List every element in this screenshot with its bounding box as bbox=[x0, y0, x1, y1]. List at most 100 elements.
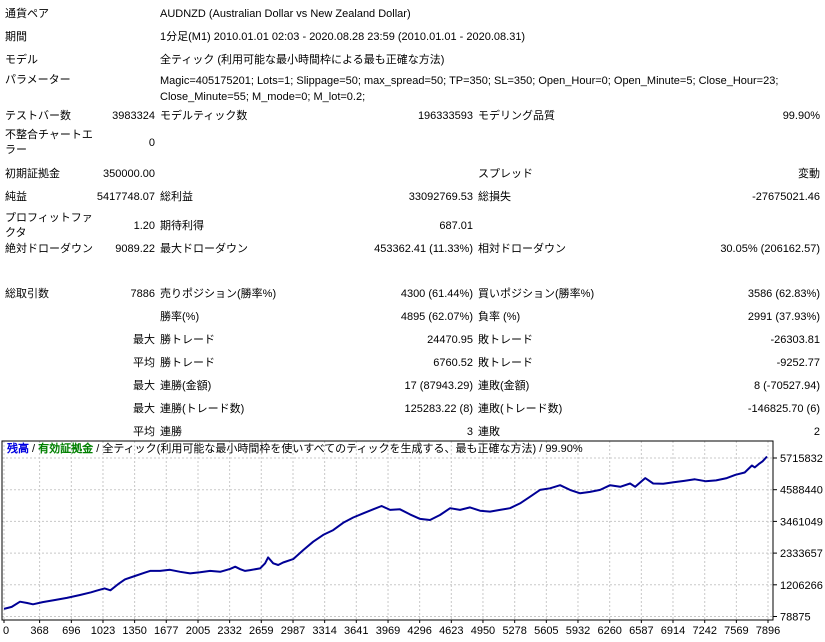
report-row: 不整合チャートエラー 0 bbox=[0, 126, 825, 160]
x-axis-tick-label: 7569 bbox=[724, 625, 748, 637]
report-row: 初期証拠金 350000.00 スプレッド 変動 bbox=[0, 166, 825, 182]
stat-value: 最大 bbox=[133, 379, 155, 392]
stat-value: 8 (-70527.94) bbox=[753, 379, 820, 392]
stat-label: 期間 bbox=[5, 30, 27, 43]
stat-value: AUDNZD (Australian Dollar vs New Zealand… bbox=[160, 8, 411, 20]
x-axis-tick-label: 2005 bbox=[186, 625, 210, 637]
stat-value: 平均 bbox=[133, 425, 155, 438]
stat-value: 2991 (37.93%) bbox=[747, 310, 820, 323]
stat-label: 不整合チャートエラー bbox=[5, 129, 93, 156]
y-axis-tick-label: 3461049 bbox=[780, 516, 823, 528]
stat-label: モデル bbox=[5, 53, 38, 66]
y-axis-tick-label: 78875 bbox=[780, 612, 811, 624]
stat-value: 7886 bbox=[130, 287, 155, 300]
stat-value: 30.05% (206162.57) bbox=[720, 242, 820, 255]
stat-label: 通貨ペア bbox=[5, 7, 49, 20]
stat-label: モデルティック数 bbox=[160, 109, 248, 122]
stat-value: 33092769.53 bbox=[408, 190, 473, 203]
stat-value: 3 bbox=[466, 425, 473, 438]
stat-label: 期待利得 bbox=[160, 219, 204, 232]
stat-value: 17 (87943.29) bbox=[404, 379, 474, 392]
stat-value: 6760.52 bbox=[433, 356, 473, 369]
stat-label: スプレッド bbox=[478, 167, 533, 180]
balance-chart: 0 368 696 1023 1350 1677 2005 2332 2659 2987 3314 3… bbox=[0, 438, 825, 642]
stat-value: 196333593 bbox=[417, 109, 473, 122]
x-axis-tick-label: 6914 bbox=[661, 625, 685, 637]
stat-value: -146825.70 (6) bbox=[747, 402, 820, 415]
report-row: プロフィットファクタ 1.20 期待利得 687.01 bbox=[0, 209, 825, 243]
x-axis-tick-label: 2659 bbox=[249, 625, 273, 637]
stat-value: -27675021.46 bbox=[752, 190, 820, 203]
stat-value: 453362.41 (11.33%) bbox=[374, 242, 473, 255]
stat-label: 初期証拠金 bbox=[5, 167, 60, 180]
stat-label: 絶対ドローダウン bbox=[5, 242, 93, 255]
x-axis-tick-label: 1677 bbox=[154, 625, 178, 637]
x-axis-tick-label: 3314 bbox=[312, 625, 336, 637]
x-axis-tick-label: 5278 bbox=[502, 625, 526, 637]
stat-label: 敗トレード bbox=[478, 356, 533, 369]
report-row: 最大 連勝(トレード数) 125283.22 (8) 連敗(トレード数) -1468… bbox=[0, 401, 825, 417]
chart-legend: 残高 / 有効証拠金 / 全ティック(利用可能な最小時間枠を使いすべてのティック… bbox=[7, 441, 583, 455]
report-row: 純益 5417748.07 総利益 33092769.53 総損失 -27675021… bbox=[0, 189, 825, 205]
stat-label: 負率 (%) bbox=[478, 310, 521, 323]
report-row: パラメーター Magic=405175201; Lots=1; Slippage… bbox=[0, 73, 825, 107]
stat-label: 売りポジション(勝率%) bbox=[160, 287, 277, 300]
stat-label: 勝率(%) bbox=[160, 310, 200, 323]
stat-value: 最大 bbox=[133, 402, 155, 415]
x-axis-tick-label: 4950 bbox=[471, 625, 495, 637]
x-axis-tick-label: 6260 bbox=[597, 625, 621, 637]
x-axis-tick-label: 2987 bbox=[281, 625, 305, 637]
x-axis-tick-label: 3641 bbox=[344, 625, 368, 637]
stat-label: モデリング品質 bbox=[478, 109, 555, 122]
x-axis-tick-label: 0 bbox=[3, 625, 9, 637]
stat-value: 2 bbox=[813, 425, 820, 438]
stat-value: 125283.22 (8) bbox=[404, 402, 474, 415]
stat-value: 4895 (62.07%) bbox=[400, 310, 473, 323]
stat-label: 連勝(金額) bbox=[160, 379, 212, 392]
stat-label: 相対ドローダウン bbox=[478, 242, 566, 255]
x-axis-tick-label: 5932 bbox=[566, 625, 590, 637]
x-axis-tick-label: 2332 bbox=[217, 625, 241, 637]
x-axis-tick-label: 4296 bbox=[407, 625, 431, 637]
stat-label: 買いポジション(勝率%) bbox=[478, 287, 595, 300]
stat-value: 24470.95 bbox=[427, 333, 473, 346]
stat-label: 勝トレード bbox=[160, 356, 215, 369]
report-row: 勝率(%) 4895 (62.07%) 負率 (%) 2991 (37.93%) bbox=[0, 309, 825, 325]
stat-value: 687.01 bbox=[439, 219, 473, 232]
stat-label: 連勝(トレード数) bbox=[160, 402, 245, 415]
x-axis-tick-label: 4623 bbox=[439, 625, 463, 637]
stat-value: 5417748.07 bbox=[96, 190, 155, 203]
stat-value: -9252.77 bbox=[776, 356, 820, 369]
balance-chart-svg: 0 368 696 1023 1350 1677 2005 2332 2659 2987 3314 3… bbox=[1, 440, 823, 637]
stat-value: 3983324 bbox=[112, 109, 155, 122]
y-axis-tick-label: 5715832 bbox=[780, 453, 823, 465]
stat-label: 総利益 bbox=[160, 190, 193, 203]
stat-value: 9089.22 bbox=[115, 242, 155, 255]
stat-value: 3586 (62.83%) bbox=[747, 287, 820, 300]
stat-label: 最大ドローダウン bbox=[160, 242, 248, 255]
report-row: 最大 連勝(金額) 17 (87943.29) 連敗(金額) 8 (-70527.9… bbox=[0, 378, 825, 394]
report-row: 期間 1分足(M1) 2010.01.01 02:03 - 2020.08.28… bbox=[0, 29, 825, 45]
stat-value: -26303.81 bbox=[770, 333, 820, 346]
report-row: 通貨ペア AUDNZD (Australian Dollar vs New Ze… bbox=[0, 6, 825, 22]
stat-label: 連敗(金額) bbox=[478, 379, 530, 392]
stat-value: 1分足(M1) 2010.01.01 02:03 - 2020.08.28 23… bbox=[160, 31, 526, 43]
x-axis-tick-label: 5605 bbox=[534, 625, 558, 637]
stat-label: 連敗(トレード数) bbox=[478, 402, 563, 415]
balance-line bbox=[3, 455, 768, 610]
stat-label: 純益 bbox=[5, 190, 27, 203]
stat-label: プロフィットファクタ bbox=[5, 212, 93, 239]
stat-label: 敗トレード bbox=[478, 333, 533, 346]
report-row: 総取引数 7886 売りポジション(勝率%) 4300 (61.44%) 買いポジシ… bbox=[0, 286, 825, 302]
stat-value: 最大 bbox=[133, 333, 155, 346]
stat-value: 4300 (61.44%) bbox=[400, 287, 473, 300]
report-row: 絶対ドローダウン 9089.22 最大ドローダウン 453362.41 (11.33… bbox=[0, 241, 825, 257]
x-axis-tick-label: 1350 bbox=[122, 625, 146, 637]
stat-value: 99.90% bbox=[782, 109, 820, 122]
stat-label: パラメーター bbox=[5, 74, 71, 86]
x-axis-tick-label: 696 bbox=[62, 625, 80, 637]
stat-label: 総取引数 bbox=[5, 287, 49, 300]
stat-label: 連敗 bbox=[478, 425, 500, 438]
stat-label: 勝トレード bbox=[160, 333, 215, 346]
